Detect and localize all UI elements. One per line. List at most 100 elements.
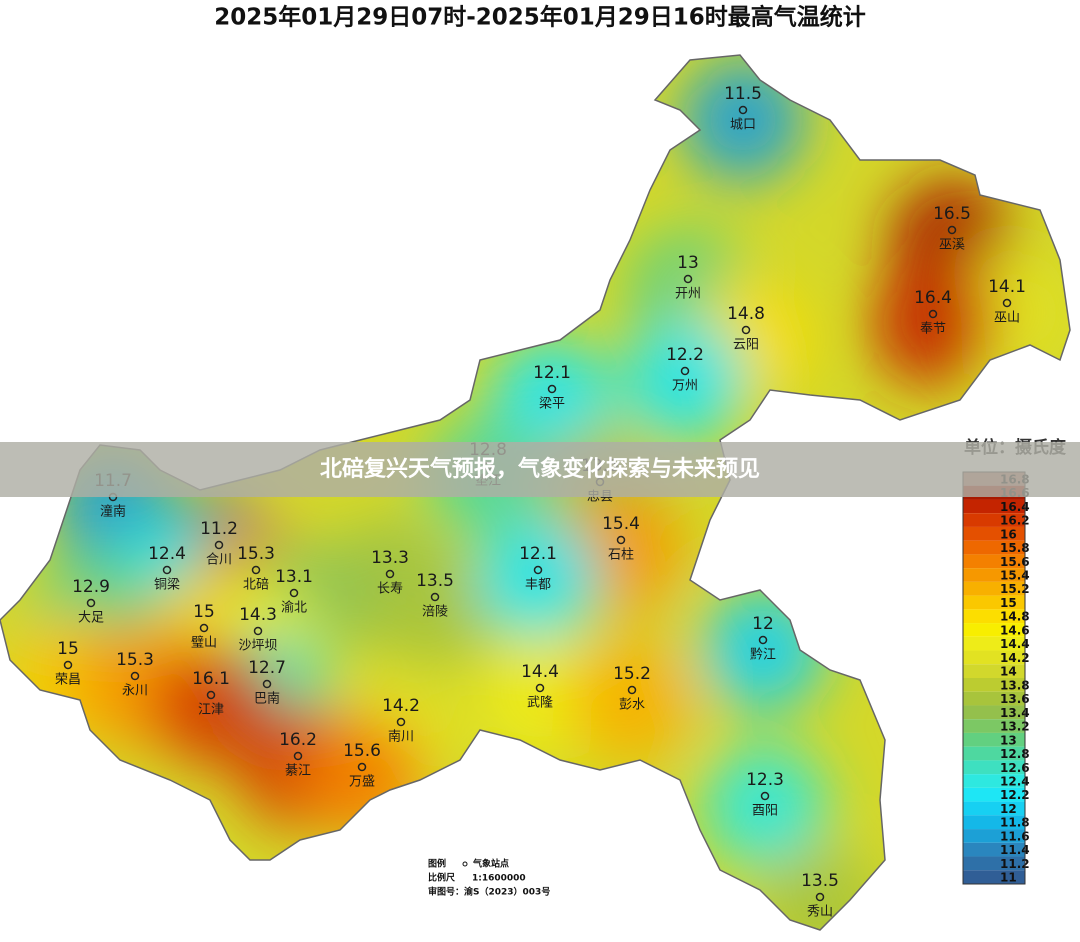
station-dot [253,626,263,636]
station-name: 石柱 [608,548,634,563]
note-scale: 1:1600000 [472,874,526,884]
legend-swatch [963,513,1025,527]
legend-swatch [963,664,1025,678]
legend-label: 11 [1000,871,1017,885]
legend-label: 15.8 [1000,541,1030,555]
station-name: 南川 [388,729,414,745]
legend-swatch [963,705,1025,720]
legend-label: 11.2 [1000,857,1030,871]
station-value: 12.4 [148,544,186,564]
note-station: 气象站点 [472,858,509,870]
station-dot [815,892,825,902]
temperature-field [6,58,1069,930]
station-value: 16.2 [279,730,317,750]
station-dot [741,325,751,335]
legend-swatch [963,554,1025,569]
legend-label: 11.4 [1000,843,1030,857]
station-value: 12.7 [248,658,286,678]
station-value: 14.3 [239,605,277,625]
legend-swatch [963,856,1025,871]
legend-label: 13.2 [1000,720,1030,734]
station-name: 渝北 [281,600,307,616]
station-value: 15 [57,639,79,659]
legend-label: 11.8 [1000,816,1030,830]
banner [0,442,1080,497]
legend-label: 14.6 [1000,623,1030,637]
legend-swatch [963,815,1025,830]
station-dot [533,565,543,575]
map-title: 2025年01月29日07时-2025年01月29日16时最高气温统计 [214,4,866,31]
station-name: 巴南 [254,691,280,707]
station-value: 15.3 [237,544,275,564]
legend-label: 15 [1000,596,1017,610]
legend-label: 16.2 [1000,514,1030,528]
station-name: 江津 [198,703,224,718]
legend-label: 14.4 [1000,637,1030,651]
station-name: 开州 [675,287,701,302]
legend-label: 13.6 [1000,692,1030,706]
temperature-blob [871,262,995,386]
station-dot [357,762,367,772]
legend-swatch [963,870,1025,884]
station-dot [86,598,96,608]
station-dot [214,540,224,550]
temperature-blob [149,643,273,767]
station-dot [262,679,272,689]
station-name: 涪陵 [422,605,448,620]
legend-swatch [963,842,1025,857]
station-dot [535,683,545,693]
station-dot [63,660,73,670]
station-name: 潼南 [100,504,126,520]
legend-label: 16 [1000,527,1017,541]
legend-label: 12.4 [1000,775,1030,789]
station-dot [289,588,299,598]
station-dot [251,565,261,575]
station-dot [680,366,690,376]
station-value: 16.4 [914,288,952,308]
station-dot [206,690,216,700]
station-value: 12.9 [72,577,110,597]
station-value: 13.1 [275,567,313,587]
station-dot [758,635,768,645]
station-name: 秀山 [807,905,833,920]
legend-label: 14.2 [1000,651,1030,665]
station-name: 云阳 [733,338,759,353]
station-value: 12.1 [533,363,571,383]
station-value: 14.1 [988,277,1026,297]
station-dot [738,105,748,115]
station-name: 綦江 [285,764,311,779]
legend-swatch [963,691,1025,706]
station-value: 16.5 [933,204,971,224]
station-dot [430,592,440,602]
station-value: 15.6 [343,741,381,761]
station-name: 璧山 [191,635,217,651]
legend-label: 14 [1000,665,1017,679]
legend-label: 15.2 [1000,582,1030,596]
stations: 11.5 城口 16.5 巫溪 13 开州 14.1 巫山 16.4 奉节 14.8 云阳 12.2 万州… [55,84,1026,920]
temperature-blob [570,638,694,762]
station-value: 11.2 [200,519,238,539]
legend-swatch [963,801,1025,816]
legend-swatch [963,609,1025,624]
station-value: 12 [752,614,774,634]
legend-swatch [963,774,1025,788]
legend-swatch [963,540,1025,555]
legend-label: 12.8 [1000,747,1030,761]
legend-label: 13.4 [1000,706,1030,720]
station-value: 15.2 [613,664,651,684]
legend-label: 12.6 [1000,761,1030,775]
legend-swatch [963,623,1025,637]
station-value: 12.1 [519,544,557,564]
station-dot [760,791,770,801]
station-value: 14.8 [727,304,765,324]
station-dot [293,751,303,761]
station-value: 11.5 [724,84,762,104]
temperature-blob [478,636,602,760]
note-approval: 审图号：渝S（2023）003号 [428,886,550,898]
station-dot [627,685,637,695]
station-dot [683,274,693,284]
legend-swatch [963,650,1025,665]
legend-label: 15.4 [1000,569,1030,583]
station-value: 16.1 [192,669,230,689]
